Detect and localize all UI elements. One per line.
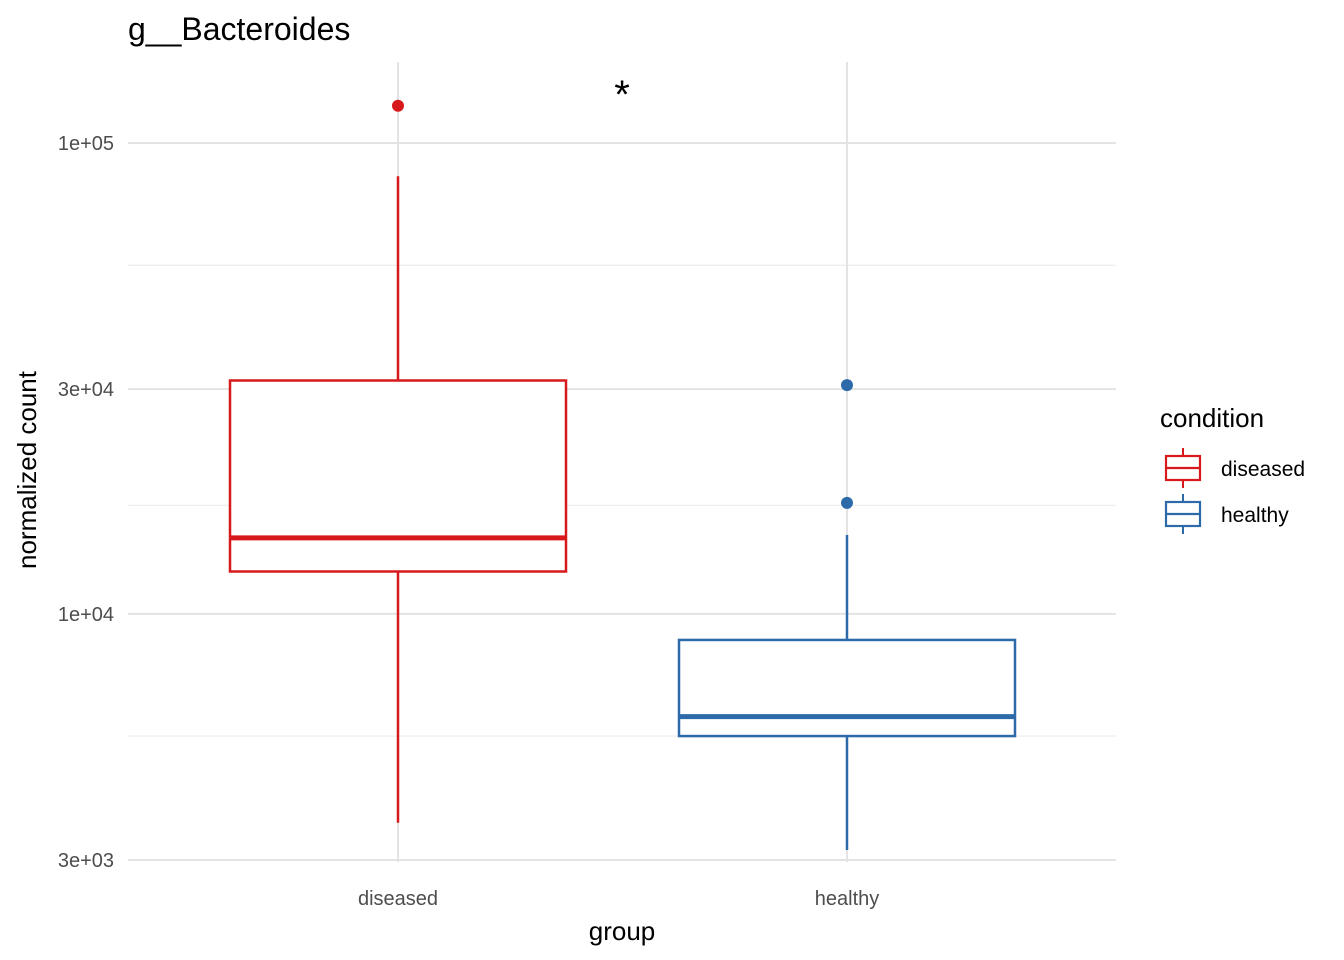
significance-annotation: *: [614, 73, 630, 117]
y-axis-title: normalized count: [12, 370, 42, 569]
legend-label: diseased: [1221, 458, 1305, 481]
legend: condition diseased healthy: [1160, 403, 1305, 534]
x-axis-title: group: [589, 916, 656, 946]
chart-title: g__Bacteroides: [128, 11, 350, 47]
x-tick-label: healthy: [815, 888, 880, 910]
y-tick-label: 3e+03: [58, 850, 114, 872]
outlier-point: [841, 379, 853, 392]
box-healthy: [677, 379, 1017, 851]
outlier-point: [392, 99, 404, 112]
outlier-point: [841, 496, 853, 509]
iqr-box: [228, 379, 568, 573]
y-tick-label: 3e+04: [58, 379, 114, 401]
plot-boxes: [228, 99, 1017, 851]
y-tick-label: 1e+04: [58, 604, 114, 626]
legend-label: healthy: [1221, 504, 1289, 527]
legend-title: condition: [1160, 403, 1264, 433]
axes: 3e+03 1e+04 3e+04 1e+05 diseased healthy: [58, 133, 879, 910]
legend-item-healthy: healthy: [1164, 494, 1289, 534]
iqr-box: [677, 638, 1017, 738]
x-tick-label: diseased: [358, 888, 438, 910]
y-tick-label: 1e+05: [58, 133, 114, 155]
box-diseased: [228, 99, 568, 823]
legend-entries: diseased healthy: [1164, 448, 1305, 534]
legend-item-diseased: diseased: [1164, 448, 1305, 488]
